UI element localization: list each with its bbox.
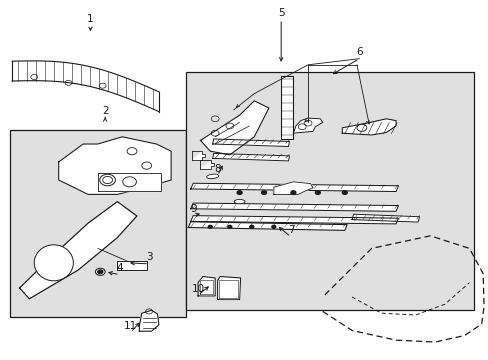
Polygon shape: [199, 280, 213, 294]
Polygon shape: [190, 203, 398, 211]
Polygon shape: [190, 216, 398, 224]
Circle shape: [208, 225, 212, 228]
Circle shape: [342, 191, 346, 194]
Polygon shape: [98, 173, 161, 191]
Circle shape: [261, 191, 266, 194]
Bar: [185, 72, 473, 310]
Polygon shape: [273, 182, 312, 194]
Polygon shape: [198, 276, 215, 296]
Circle shape: [271, 225, 275, 228]
Text: 1: 1: [87, 14, 94, 24]
Polygon shape: [342, 119, 395, 135]
Polygon shape: [217, 276, 240, 300]
Circle shape: [315, 191, 320, 194]
Text: 8: 8: [214, 164, 221, 174]
Text: 10: 10: [191, 284, 204, 294]
Polygon shape: [139, 310, 159, 331]
Text: 7: 7: [287, 225, 294, 235]
Bar: [10, 130, 185, 317]
Polygon shape: [293, 118, 322, 133]
Ellipse shape: [234, 199, 244, 204]
Text: 2: 2: [102, 105, 108, 116]
Ellipse shape: [34, 245, 73, 281]
Polygon shape: [12, 61, 159, 112]
Polygon shape: [351, 214, 419, 222]
Text: 4: 4: [116, 263, 123, 273]
Text: 5: 5: [277, 8, 284, 18]
Polygon shape: [200, 160, 214, 169]
Polygon shape: [212, 139, 289, 147]
Circle shape: [227, 225, 231, 228]
Circle shape: [290, 191, 295, 194]
Polygon shape: [117, 261, 146, 270]
Polygon shape: [190, 183, 398, 192]
Polygon shape: [188, 222, 346, 230]
Circle shape: [249, 225, 253, 228]
Polygon shape: [219, 280, 237, 298]
Polygon shape: [200, 101, 268, 155]
Text: 3: 3: [145, 252, 152, 262]
Polygon shape: [59, 137, 171, 194]
Polygon shape: [212, 153, 289, 161]
Text: 11: 11: [123, 321, 137, 331]
Text: 9: 9: [190, 204, 197, 214]
Polygon shape: [191, 151, 205, 160]
Text: 6: 6: [355, 47, 362, 57]
Circle shape: [98, 270, 102, 274]
Circle shape: [237, 191, 242, 194]
Polygon shape: [20, 202, 137, 299]
Polygon shape: [281, 76, 293, 139]
Ellipse shape: [206, 174, 218, 179]
